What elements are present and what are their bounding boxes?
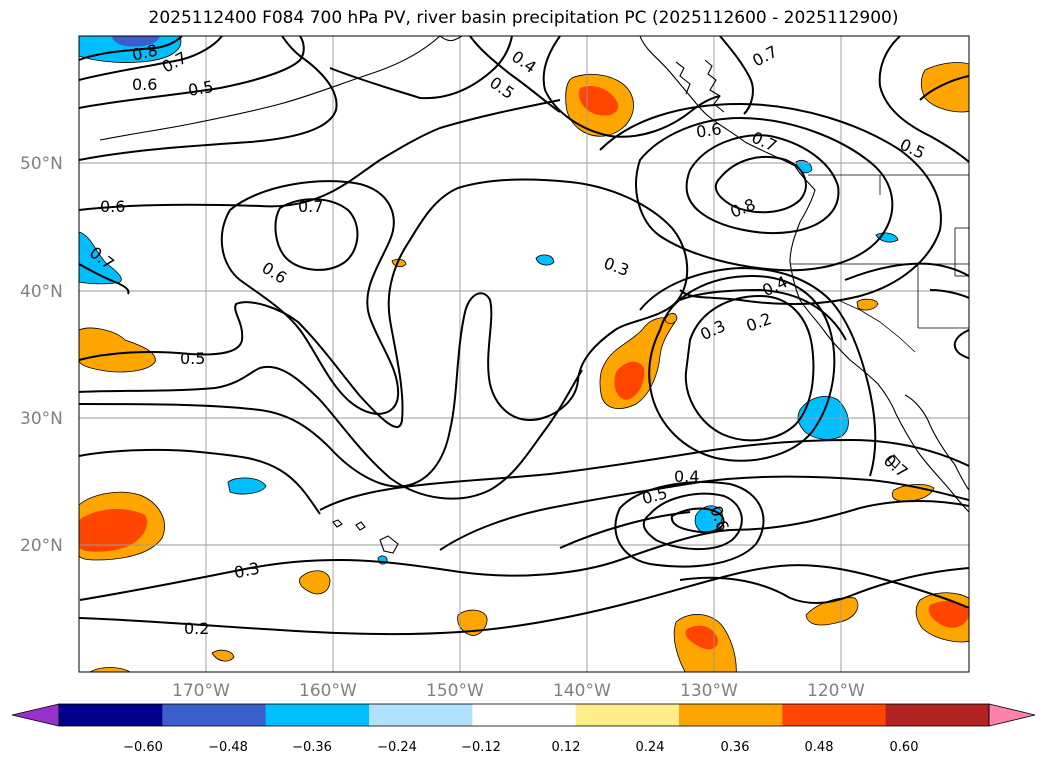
colorbar-segment [369,704,473,726]
map-title: 2025112400 F084 700 hPa PV, river basin … [148,8,899,28]
political-borders [790,174,969,353]
lat-label: 50°N [20,154,63,174]
map-frame [78,35,970,673]
longitude-labels: 170°W 160°W 150°W 140°W 130°W 120°W [172,681,865,701]
lon-label: 120°W [807,681,865,701]
colorbar-segment [59,704,163,726]
colorbar-extend-low [11,703,60,727]
contour-label: 0.6 [100,197,125,216]
contour-label: 0.4 [674,467,699,486]
colorbar-tick-label: −0.36 [292,740,332,755]
lat-label: 40°N [20,282,63,302]
colorbar-tick-label: 0.60 [890,740,919,755]
lon-label: 150°W [426,681,484,701]
contour-label: 0.3 [232,558,261,582]
colorbar-tick-label: −0.48 [208,740,248,755]
lat-label: 30°N [20,409,63,429]
colorbar-tick-label: 0.48 [805,740,834,755]
colorbar-segment [885,704,990,726]
colorbar-tick-label: 0.36 [721,740,750,755]
lat-label: 20°N [20,536,63,556]
precip-positive-areas [79,62,969,672]
colorbar-segment [575,704,680,726]
colorbar-segment [679,704,783,726]
colorbar-tick-label: 0.24 [636,740,665,755]
lon-label: 140°W [553,681,611,701]
colorbar-tick-label: −0.24 [377,740,417,755]
contour-label: 0.5 [187,77,215,100]
contour-label: 0.8 [130,41,159,65]
colorbar-frame [58,703,990,727]
contour-label: 0.2 [184,619,209,638]
coastlines [99,36,969,554]
contour-label: 0.5 [180,349,205,368]
lon-label: 170°W [172,681,230,701]
contour-label: 0.6 [695,119,723,141]
lon-label: 130°W [680,681,738,701]
contour-label: 0.7 [298,197,323,216]
colorbar-tick-label: −0.12 [461,740,501,755]
colorbar-tick-label: −0.60 [123,740,163,755]
pv-contours [79,36,969,636]
colorbar-segment [782,704,887,726]
contour-label: 0.6 [132,75,157,94]
colorbar-segment [472,704,577,726]
colorbar-extend-high [988,703,1036,727]
lon-label: 160°W [299,681,357,701]
colorbar-segment [265,704,370,726]
colorbar-segment [162,704,267,726]
colorbar [11,703,1036,727]
colorbar-tick-label: 0.12 [552,740,581,755]
latitude-labels: 50°N 40°N 30°N 20°N [20,154,63,556]
colorbar-tick-labels: −0.60 −0.48 −0.36 −0.24 −0.12 0.12 0.24 … [123,740,918,755]
